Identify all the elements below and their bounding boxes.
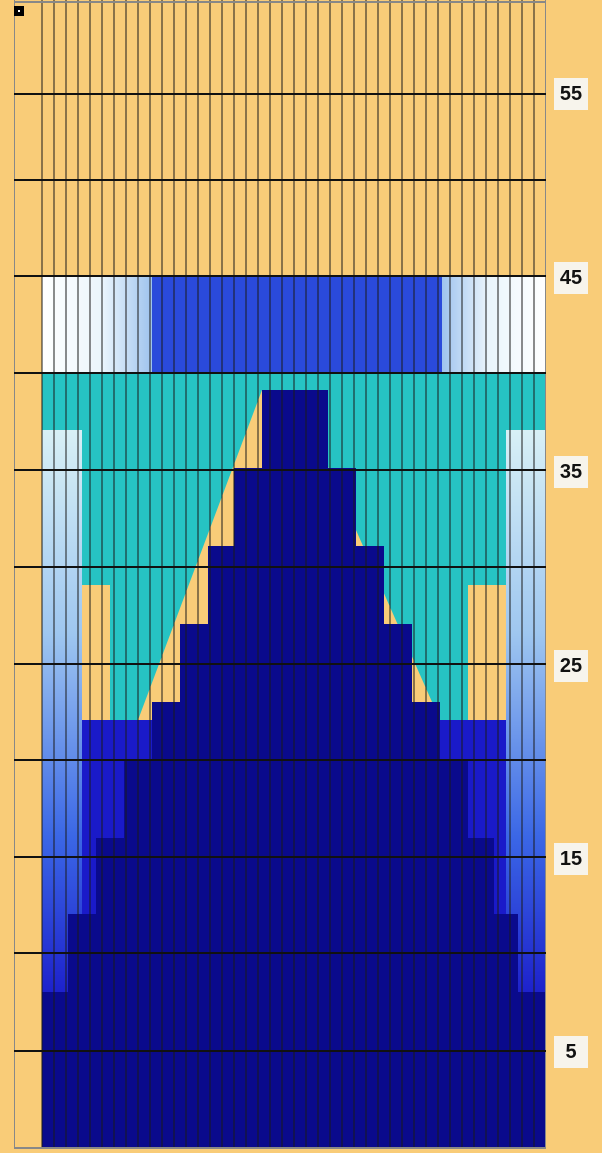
band-center-blue bbox=[152, 276, 442, 373]
pattern-grid bbox=[14, 0, 546, 1149]
row-label-15: 15 bbox=[554, 843, 588, 875]
row-label-45: 45 bbox=[554, 262, 588, 294]
left-side-gradient bbox=[42, 430, 82, 1010]
band-left-white bbox=[42, 276, 152, 373]
teal-band bbox=[42, 373, 546, 720]
row-label-5: 5 bbox=[554, 1036, 588, 1068]
right-side-gradient bbox=[506, 430, 546, 1010]
row-label-35: 35 bbox=[554, 456, 588, 488]
knitting-chart bbox=[14, 0, 546, 1150]
corner-marker-icon bbox=[14, 6, 24, 16]
row-label-25: 25 bbox=[554, 650, 588, 682]
band-right-white bbox=[442, 276, 546, 373]
row-label-55: 55 bbox=[554, 78, 588, 110]
